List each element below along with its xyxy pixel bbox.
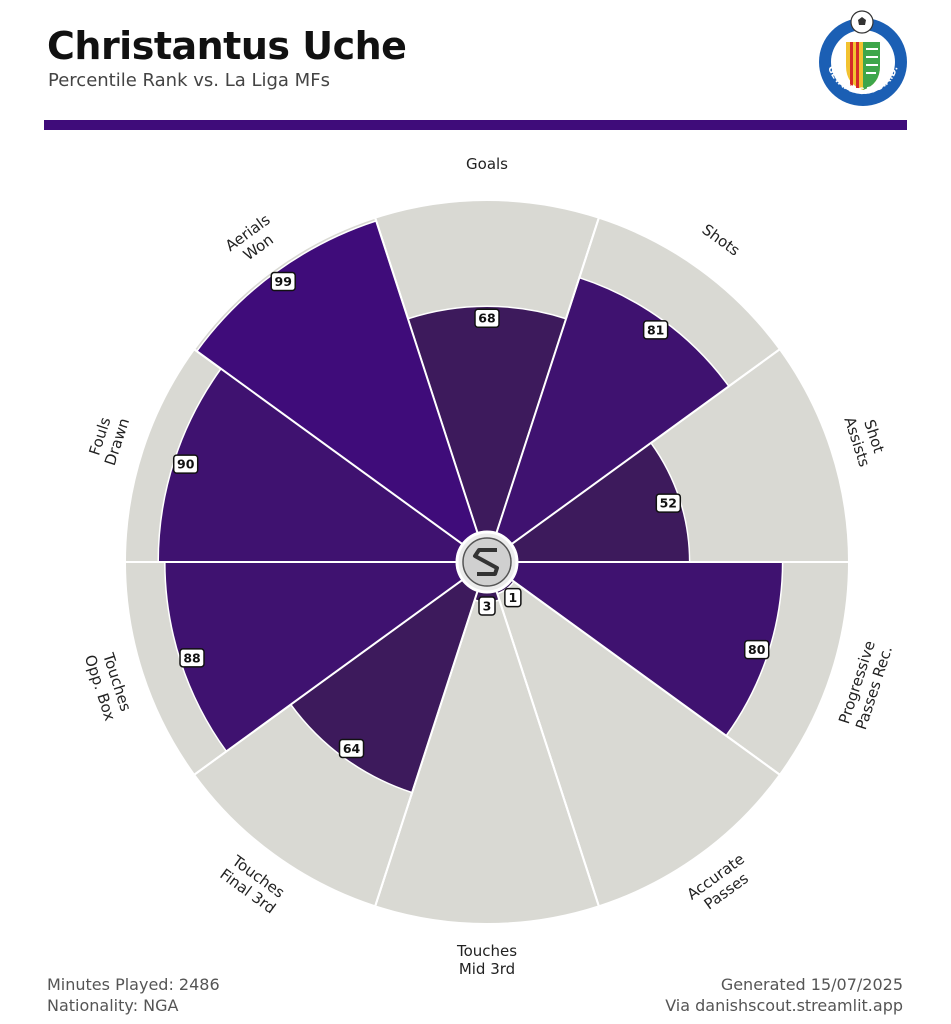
nationality: Nationality: NGA bbox=[47, 996, 179, 1015]
category-label: Goals bbox=[466, 155, 508, 173]
wedge-separator bbox=[374, 217, 479, 534]
wedge-separator bbox=[193, 578, 464, 776]
value-label: 68 bbox=[478, 311, 495, 326]
value-label-box bbox=[504, 587, 522, 608]
value-label: 99 bbox=[275, 274, 292, 289]
value-label-box bbox=[474, 308, 500, 328]
category-label-line: Touches bbox=[456, 942, 517, 960]
footer-source-info: Generated 15/07/2025 Via danishscout.str… bbox=[665, 974, 903, 1016]
value-label: 90 bbox=[177, 457, 195, 472]
wedge-separator bbox=[495, 217, 600, 534]
category-label-line: Goals bbox=[466, 155, 508, 173]
value-label: 64 bbox=[343, 741, 361, 756]
category-label-line: Mid 3rd bbox=[459, 960, 515, 978]
value-label: 1 bbox=[509, 590, 518, 605]
center-logo-mark bbox=[473, 548, 499, 576]
wedge-separator bbox=[495, 590, 600, 907]
footer-player-info: Minutes Played: 2486 Nationality: NGA bbox=[47, 974, 220, 1016]
value-label-box bbox=[478, 596, 496, 616]
generated-date: Generated 15/07/2025 bbox=[720, 975, 903, 994]
value-label-box bbox=[743, 639, 770, 660]
value-label: 80 bbox=[748, 642, 766, 657]
value-label: 52 bbox=[660, 496, 677, 511]
value-label-box bbox=[642, 320, 669, 340]
value-label-box bbox=[172, 454, 199, 474]
value-label: 81 bbox=[647, 322, 664, 337]
wedge-separator bbox=[510, 578, 781, 776]
wedge-separator bbox=[374, 590, 479, 907]
page-subtitle: Percentile Rank vs. La Liga MFs bbox=[48, 70, 330, 91]
value-label: 3 bbox=[483, 599, 492, 614]
wedge-separator bbox=[193, 348, 464, 546]
category-label-line: Shots bbox=[699, 220, 744, 259]
club-crest-icon: GETAFE C.F. S.A.D. bbox=[819, 10, 907, 106]
source-url: Via danishscout.streamlit.app bbox=[665, 996, 903, 1015]
value-label-box bbox=[338, 738, 365, 759]
value-label: 88 bbox=[183, 650, 200, 665]
header-divider bbox=[44, 120, 907, 130]
value-label-box bbox=[179, 648, 205, 668]
page-title: Christantus Uche bbox=[47, 24, 407, 68]
value-label-box bbox=[655, 493, 682, 513]
value-label-box bbox=[270, 271, 296, 292]
category-label: Shots bbox=[699, 220, 744, 259]
wedge-separator bbox=[510, 348, 781, 546]
minutes-played: Minutes Played: 2486 bbox=[47, 975, 220, 994]
